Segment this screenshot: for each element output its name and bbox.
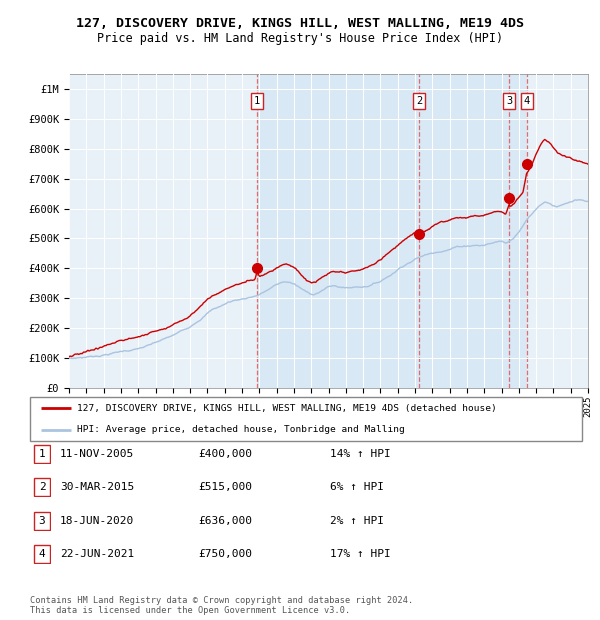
Text: 3: 3 xyxy=(38,516,46,526)
FancyBboxPatch shape xyxy=(34,512,50,529)
Text: £636,000: £636,000 xyxy=(198,516,252,526)
FancyBboxPatch shape xyxy=(34,479,50,496)
Text: 2: 2 xyxy=(416,96,422,106)
FancyBboxPatch shape xyxy=(34,546,50,563)
Text: 17% ↑ HPI: 17% ↑ HPI xyxy=(330,549,391,559)
FancyBboxPatch shape xyxy=(30,397,582,441)
Text: 4: 4 xyxy=(38,549,46,559)
FancyBboxPatch shape xyxy=(34,445,50,463)
Text: Price paid vs. HM Land Registry's House Price Index (HPI): Price paid vs. HM Land Registry's House … xyxy=(97,32,503,45)
Text: 4: 4 xyxy=(524,96,530,106)
Text: £515,000: £515,000 xyxy=(198,482,252,492)
Text: £750,000: £750,000 xyxy=(198,549,252,559)
Text: 14% ↑ HPI: 14% ↑ HPI xyxy=(330,449,391,459)
Text: 127, DISCOVERY DRIVE, KINGS HILL, WEST MALLING, ME19 4DS: 127, DISCOVERY DRIVE, KINGS HILL, WEST M… xyxy=(76,17,524,30)
Text: 1: 1 xyxy=(38,449,46,459)
Text: £400,000: £400,000 xyxy=(198,449,252,459)
Text: 18-JUN-2020: 18-JUN-2020 xyxy=(60,516,134,526)
Text: 2: 2 xyxy=(38,482,46,492)
Bar xyxy=(257,74,527,388)
Text: 3: 3 xyxy=(506,96,512,106)
Text: 2% ↑ HPI: 2% ↑ HPI xyxy=(330,516,384,526)
Text: 127, DISCOVERY DRIVE, KINGS HILL, WEST MALLING, ME19 4DS (detached house): 127, DISCOVERY DRIVE, KINGS HILL, WEST M… xyxy=(77,404,497,413)
Text: Contains HM Land Registry data © Crown copyright and database right 2024.
This d: Contains HM Land Registry data © Crown c… xyxy=(30,596,413,615)
Text: 22-JUN-2021: 22-JUN-2021 xyxy=(60,549,134,559)
Text: 6% ↑ HPI: 6% ↑ HPI xyxy=(330,482,384,492)
Text: 1: 1 xyxy=(254,96,260,106)
Text: 11-NOV-2005: 11-NOV-2005 xyxy=(60,449,134,459)
Text: HPI: Average price, detached house, Tonbridge and Malling: HPI: Average price, detached house, Tonb… xyxy=(77,425,404,435)
Text: 30-MAR-2015: 30-MAR-2015 xyxy=(60,482,134,492)
